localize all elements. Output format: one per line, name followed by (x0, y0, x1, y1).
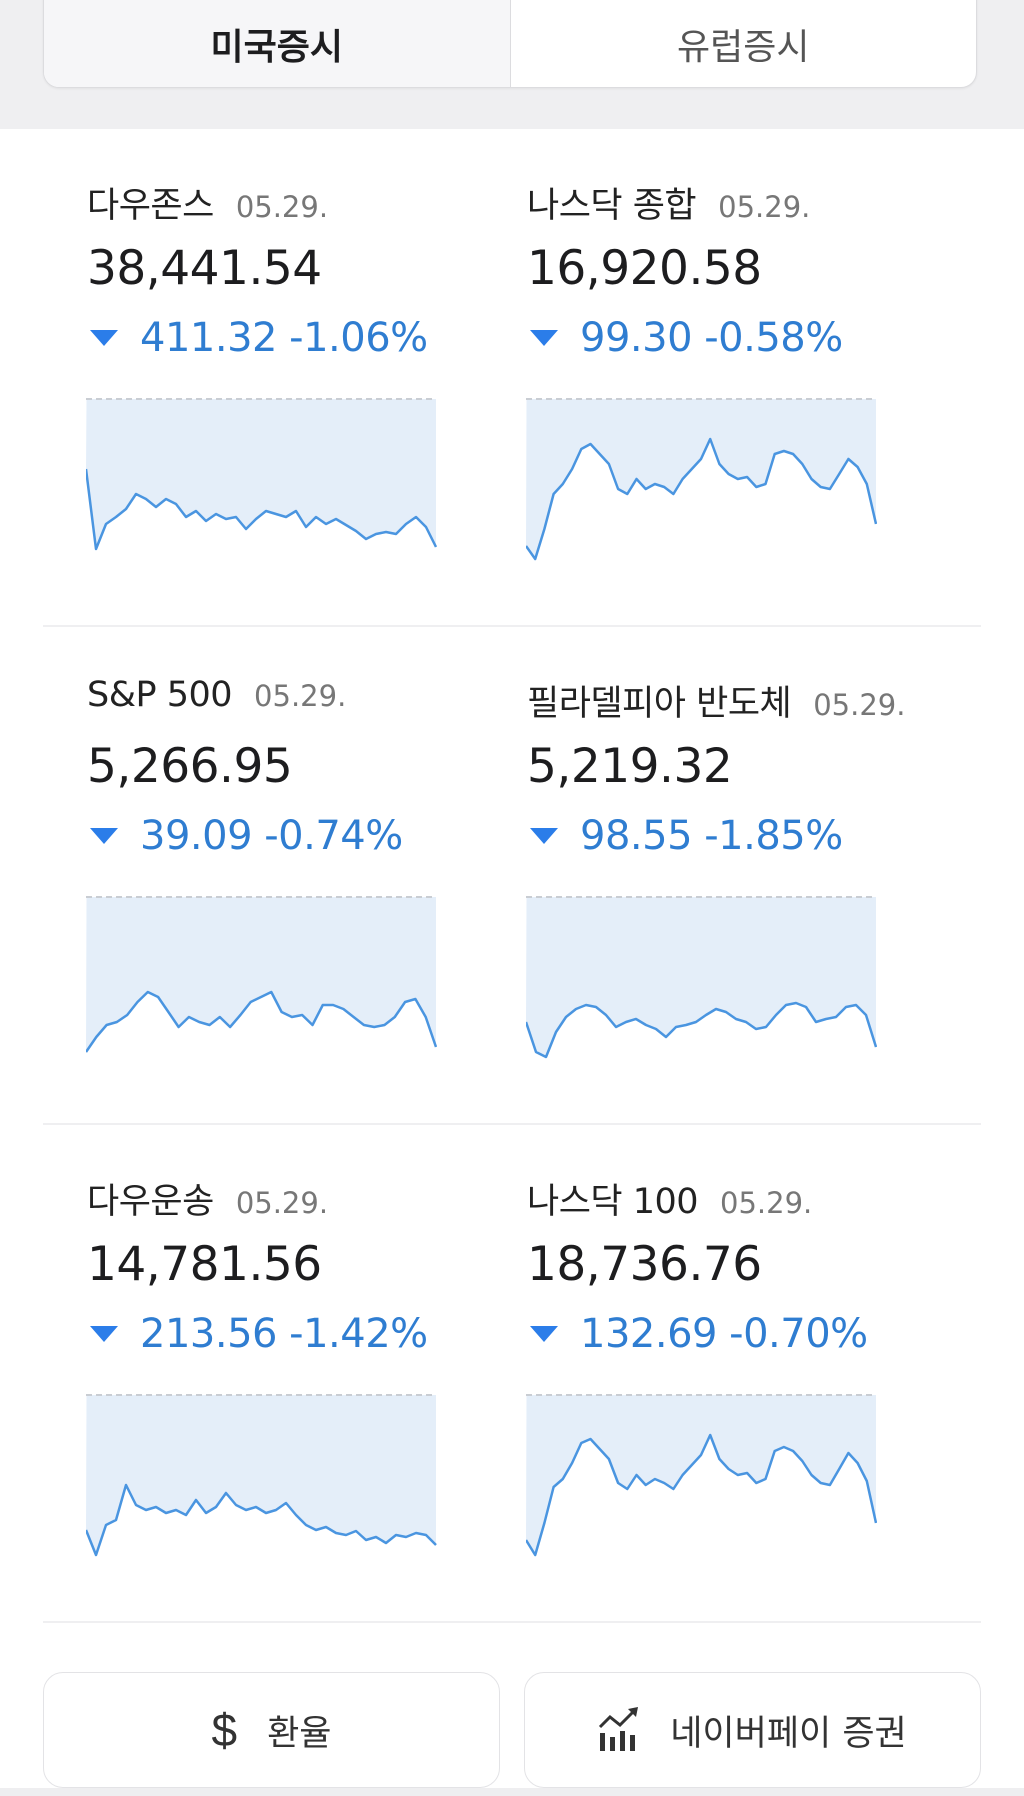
index-change: 98.55 -1.85% (580, 813, 843, 859)
market-tabs: 미국증시 유럽증시 (43, 0, 977, 88)
index-name: 나스닥 종합 (527, 186, 697, 226)
tab-europe-market[interactable]: 유럽증시 (677, 26, 810, 68)
sparkline-chart (86, 398, 437, 551)
footer-links: $ 환율 네이버페이 증권 (43, 1672, 981, 1788)
down-triangle-icon (530, 330, 558, 346)
index-card-nasdaq-composite[interactable]: 나스닥 종합 05.29. 16,920.58 99.30 -0.58% (526, 129, 967, 625)
index-value: 38,441.54 (87, 241, 322, 296)
sparkline-chart (86, 896, 437, 1053)
index-card-sp500[interactable]: S&P 500 05.29. 5,266.95 39.09 -0.74% (86, 627, 527, 1123)
index-card-philadelphia-semiconductor[interactable]: 필라델피아 반도체 05.29. 5,219.32 98.55 -1.85% (526, 627, 967, 1123)
index-grid: 다우존스 05.29. 38,441.54 411.32 -1.06% 나스닥 종… (0, 129, 1024, 1623)
down-triangle-icon (90, 330, 118, 346)
index-card-nasdaq-100[interactable]: 나스닥 100 05.29. 18,736.76 132.69 -0.70% (526, 1125, 967, 1621)
index-value: 18,736.76 (527, 1237, 762, 1292)
index-name: 필라델피아 반도체 (527, 684, 792, 724)
index-name: 다우존스 (87, 186, 214, 226)
sparkline-chart (526, 1394, 877, 1557)
index-row: S&P 500 05.29. 5,266.95 39.09 -0.74% 필라델피… (43, 627, 981, 1125)
index-change: 132.69 -0.70% (580, 1311, 868, 1357)
index-date: 05.29. (720, 1186, 813, 1220)
index-date: 05.29. (254, 679, 347, 713)
dollar-icon: $ (211, 1704, 238, 1756)
index-date: 05.29. (235, 190, 329, 224)
index-change: 39.09 -0.74% (140, 813, 403, 859)
index-value: 14,781.56 (87, 1237, 322, 1292)
index-row: 다우존스 05.29. 38,441.54 411.32 -1.06% 나스닥 종… (43, 129, 981, 627)
bottom-strip (0, 1788, 1024, 1796)
sparkline-chart (526, 398, 877, 561)
index-date: 05.29. (813, 688, 906, 722)
index-name: S&P 500 (87, 675, 233, 715)
index-date: 05.29. (235, 1186, 329, 1220)
index-name: 다우운송 (87, 1182, 214, 1222)
index-row: 다우운송 05.29. 14,781.56 213.56 -1.42% 나스닥 1… (43, 1125, 981, 1623)
index-change: 213.56 -1.42% (140, 1311, 428, 1357)
tab-us-market[interactable]: 미국증시 (44, 0, 511, 87)
index-change: 411.32 -1.06% (140, 315, 428, 361)
down-triangle-icon (530, 828, 558, 844)
exchange-rate-label: 환율 (267, 1713, 332, 1754)
index-value: 5,219.32 (527, 739, 733, 794)
naverpay-securities-button[interactable]: 네이버페이 증권 (524, 1672, 981, 1788)
index-value: 16,920.58 (527, 241, 762, 296)
exchange-rate-button[interactable]: $ 환율 (43, 1672, 500, 1788)
market-tab-bar-area: 미국증시 유럽증시 (0, 0, 1024, 129)
down-triangle-icon (530, 1326, 558, 1342)
sparkline-chart (86, 1394, 437, 1557)
index-card-dow-transport[interactable]: 다우운송 05.29. 14,781.56 213.56 -1.42% (86, 1125, 527, 1621)
naverpay-securities-label: 네이버페이 증권 (670, 1713, 907, 1754)
index-change: 99.30 -0.58% (580, 315, 843, 361)
index-date: 05.29. (718, 190, 811, 224)
sparkline-chart (526, 896, 877, 1059)
down-triangle-icon (90, 1326, 118, 1342)
index-value: 5,266.95 (87, 739, 293, 794)
index-card-dow-jones[interactable]: 다우존스 05.29. 38,441.54 411.32 -1.06% (86, 129, 527, 625)
chart-trend-icon (598, 1707, 640, 1753)
down-triangle-icon (90, 828, 118, 844)
index-name: 나스닥 100 (527, 1182, 699, 1222)
